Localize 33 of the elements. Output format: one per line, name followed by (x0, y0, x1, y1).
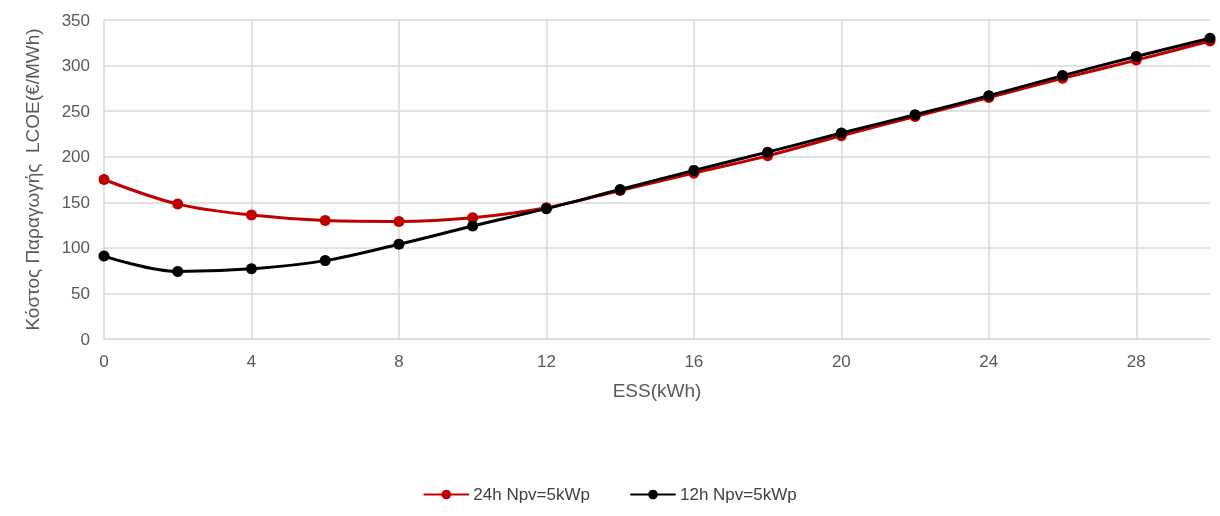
x-tick-label: 12 (536, 352, 556, 371)
point (245, 263, 257, 275)
x-tick-label: 8 (394, 352, 404, 371)
x-tick-label: 16 (684, 352, 704, 371)
x-tick-label: 28 (1126, 352, 1146, 371)
point (319, 255, 331, 267)
y-tick-label: 200 (61, 147, 90, 167)
point (98, 250, 110, 262)
point (98, 174, 110, 185)
legend-label: 24h Npv=5kWp (473, 485, 590, 504)
point (172, 266, 184, 278)
y-tick-label: 300 (61, 56, 90, 76)
point (245, 209, 257, 221)
point (1130, 50, 1142, 62)
x-tick-label: 0 (99, 352, 109, 371)
y-tick-label: 0 (80, 329, 90, 349)
y-tick-label: 150 (61, 192, 90, 212)
y-tick-label: 100 (61, 238, 90, 258)
y-tick-label: 350 (61, 10, 90, 30)
point (762, 146, 774, 158)
point (319, 215, 331, 227)
x-tick-label: 4 (246, 352, 257, 371)
point (467, 220, 479, 232)
x-tick-label: 24 (979, 352, 999, 371)
y-axis-title: Κόστος Παραγωγής LCOE(€/MWh) (22, 28, 43, 331)
point (393, 215, 405, 227)
legend-label: 12h Npv=5kWp (680, 485, 797, 504)
x-tick-label: 20 (831, 352, 851, 371)
x-axis-title: ESS(kWh) (612, 380, 702, 401)
point (172, 198, 184, 210)
y-tick-label: 250 (61, 101, 90, 121)
point (393, 238, 405, 250)
y-tick-label: 50 (71, 283, 90, 303)
